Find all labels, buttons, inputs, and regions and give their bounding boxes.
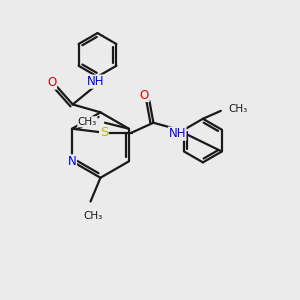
Text: NH: NH: [168, 127, 186, 140]
Text: O: O: [140, 88, 149, 101]
Text: CH₃: CH₃: [229, 104, 248, 114]
Text: S: S: [100, 126, 108, 139]
Text: CH₃: CH₃: [78, 117, 97, 127]
Text: CH₃: CH₃: [83, 212, 102, 221]
Text: O: O: [47, 76, 56, 89]
Text: N: N: [68, 155, 76, 168]
Text: NH: NH: [87, 75, 104, 88]
